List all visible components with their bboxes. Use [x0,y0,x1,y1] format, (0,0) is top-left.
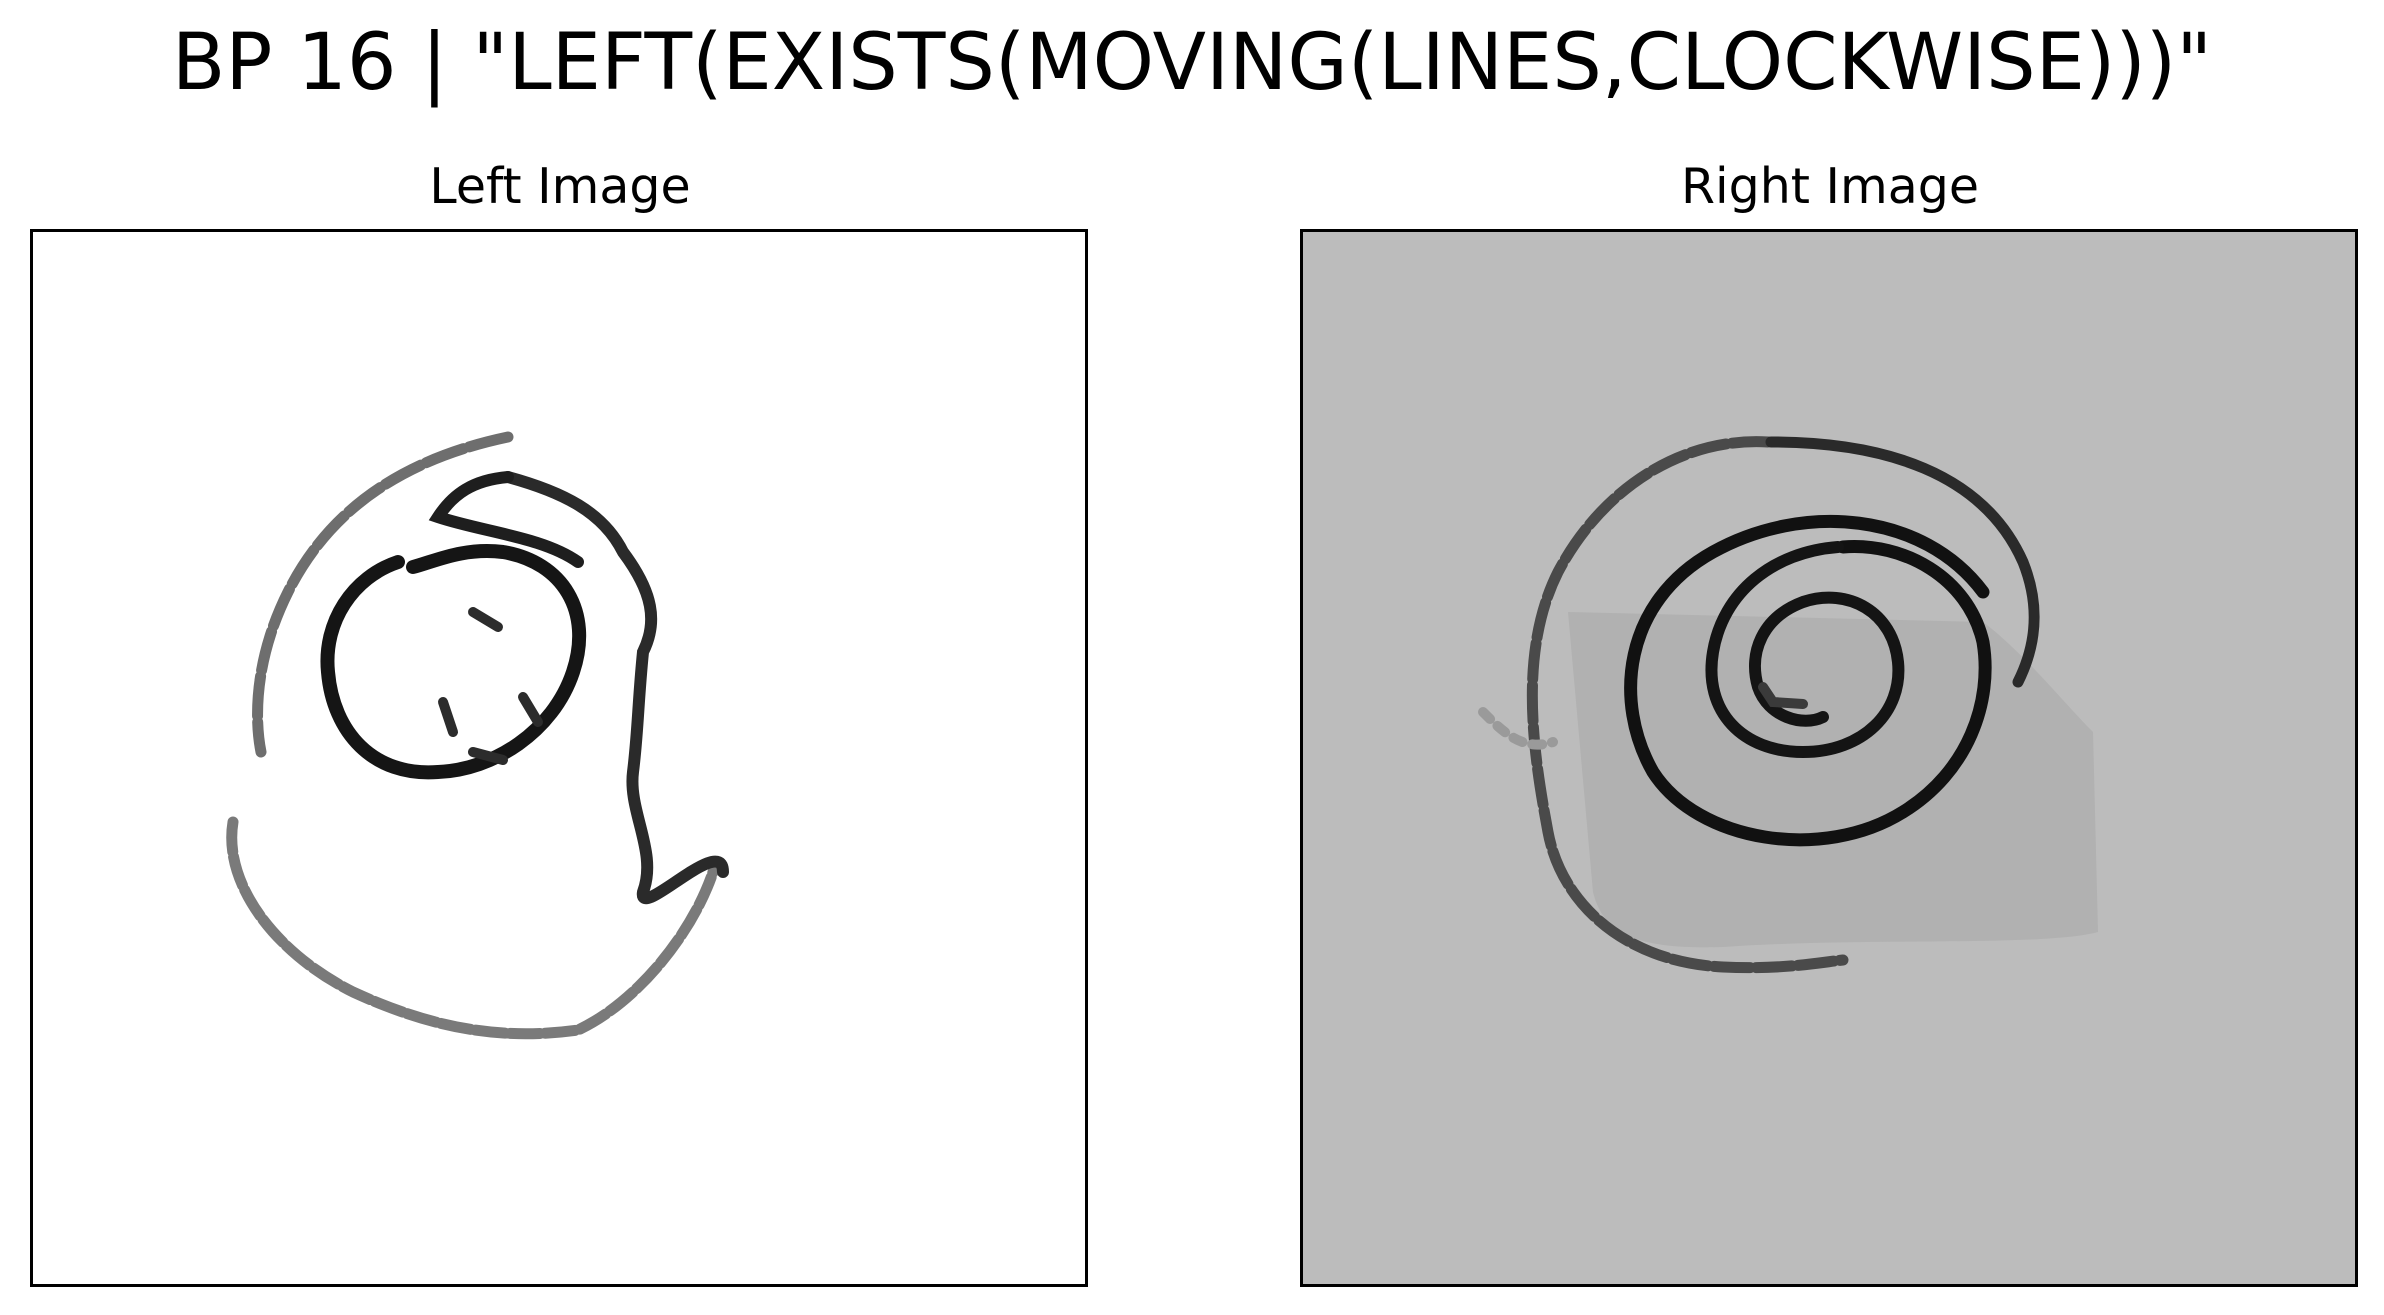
outer-partial-loop [1526,436,1849,974]
center-stub [1758,682,1808,709]
outer-bottom-arc [226,816,719,1040]
center-mark-2 [438,697,458,737]
right-image-title: Right Image [1680,158,1980,215]
left-image-panel [30,229,1088,1287]
right-image-panel [1300,229,2358,1287]
left-spiral-drawing [226,431,729,1040]
center-mark-1 [468,607,503,632]
right-spiral-drawing [1478,436,2098,974]
inner-spiral-ring [1705,541,1905,759]
middle-spiral-ring [1624,514,1992,847]
center-mark-4 [468,747,508,765]
shadow-patch [1568,612,2098,948]
left-image-title: Left Image [429,158,691,215]
inner-dark-loop [320,544,587,780]
middle-dark-ring [502,471,729,905]
middle-ring-top [428,471,584,568]
faint-smudge [1478,707,1558,750]
outer-light-arc [252,431,514,758]
spiral-arm-top [1765,436,2040,688]
figure-title: BP 16 | "LEFT(EXISTS(MOVING(LINES,CLOCKW… [171,18,2213,108]
center-mark-3 [518,692,543,727]
